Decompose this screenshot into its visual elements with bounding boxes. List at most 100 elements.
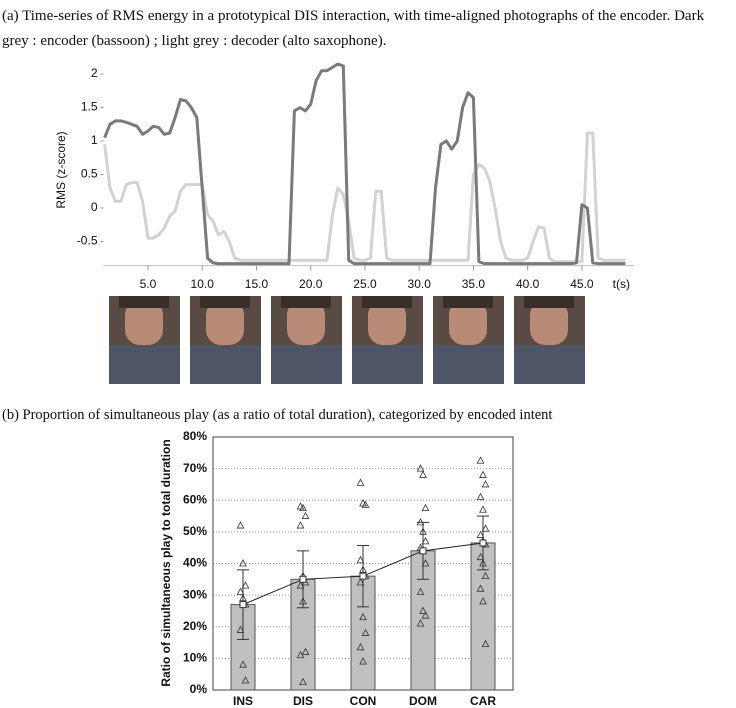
data-point (419, 470, 427, 478)
data-point (421, 559, 430, 567)
data-point (361, 500, 370, 508)
caption-a: (a) Time-series of RMS energy in a proto… (2, 8, 705, 49)
photo (271, 296, 342, 384)
y-axis-label: RMS (z-score) (54, 131, 68, 208)
data-point (476, 530, 485, 538)
data-point (239, 660, 247, 668)
x-tick-label: 40.0 (516, 277, 540, 291)
y-tick-label: 0 (91, 200, 98, 214)
x-tick-label: 15.0 (245, 277, 269, 291)
data-point (299, 677, 307, 685)
data-point (296, 521, 305, 529)
x-tick-label: 45.0 (570, 277, 594, 291)
data-point (476, 584, 485, 592)
data-point (416, 587, 425, 595)
data-point (479, 470, 487, 478)
data-point (476, 552, 485, 561)
x-axis-label: t(s) (613, 277, 630, 291)
data-point (419, 527, 427, 535)
data-point (236, 587, 245, 595)
y-tick-label: 40% (183, 556, 207, 570)
photo (109, 296, 180, 384)
y-tick-label: 50% (183, 524, 207, 538)
x-tick-label: 35.0 (462, 277, 486, 291)
y-tick-label: 10% (183, 651, 207, 665)
photo (514, 296, 585, 384)
data-point (356, 578, 365, 586)
x-tick-label: 20.0 (299, 277, 323, 291)
data-point (416, 464, 425, 472)
data-point (236, 521, 245, 529)
data-point (299, 597, 307, 605)
photo (433, 296, 504, 384)
y-tick-label: 70% (183, 461, 207, 475)
data-point (241, 581, 250, 589)
y-tick-label: -0.5 (77, 234, 98, 248)
x-tick-label: CAR (470, 694, 496, 708)
data-point (356, 478, 365, 486)
y-tick-label: 0% (190, 682, 208, 696)
data-point (421, 537, 430, 545)
y-tick-label: 0.5 (81, 167, 98, 181)
mean-marker (359, 572, 367, 580)
data-point (481, 524, 490, 532)
data-point (296, 650, 305, 659)
mean-marker (239, 601, 247, 609)
data-point (241, 676, 250, 684)
data-point (481, 571, 490, 580)
data-point (479, 559, 487, 567)
data-point (476, 492, 485, 500)
data-point (236, 625, 245, 633)
mean-marker (479, 539, 487, 547)
data-point (421, 611, 430, 619)
photo (352, 296, 423, 384)
data-point (419, 606, 427, 614)
y-tick-label: 1 (91, 133, 98, 147)
data-point (361, 628, 370, 636)
photo-strip (109, 296, 585, 384)
mean-marker (419, 547, 427, 555)
x-tick-label: CON (350, 694, 377, 708)
data-point (299, 503, 307, 512)
y-tick-label: 2 (91, 66, 98, 80)
data-point (356, 555, 365, 564)
data-point (421, 503, 430, 512)
x-tick-label: INS (233, 694, 253, 708)
data-point (356, 642, 365, 651)
y-tick-label: 20% (183, 619, 207, 633)
y-tick-label: 30% (183, 587, 207, 601)
x-tick-label: DOM (409, 694, 437, 708)
data-point (359, 657, 367, 665)
data-point (481, 480, 490, 488)
data-point (239, 593, 247, 602)
data-point (301, 647, 310, 655)
data-point (479, 505, 487, 513)
data-point (479, 597, 487, 605)
y-tick-label: 1.5 (81, 100, 98, 114)
x-tick-label: 5.0 (140, 277, 157, 291)
data-point (416, 518, 425, 526)
data-point (476, 456, 485, 464)
caption-b: (b) Proportion of simultaneous play (as … (2, 407, 553, 423)
data-point (359, 565, 367, 573)
x-tick-label: 25.0 (353, 277, 377, 291)
data-point (296, 502, 305, 510)
series-line (103, 131, 626, 264)
data-point (359, 612, 367, 621)
y-axis-label: Ratio of simultaneous play to total dura… (159, 439, 173, 686)
x-tick-label: 10.0 (191, 277, 215, 291)
data-point (416, 619, 425, 627)
mean-marker (299, 575, 307, 583)
y-tick-label: 80% (183, 429, 207, 443)
data-point (301, 511, 310, 519)
x-tick-label: DIS (293, 694, 313, 708)
photo (190, 296, 261, 384)
data-point (296, 581, 305, 589)
y-tick-label: 60% (183, 492, 207, 506)
data-point (359, 499, 367, 507)
x-tick-label: 30.0 (408, 277, 432, 291)
series-line (103, 62, 626, 266)
data-point (481, 639, 490, 648)
